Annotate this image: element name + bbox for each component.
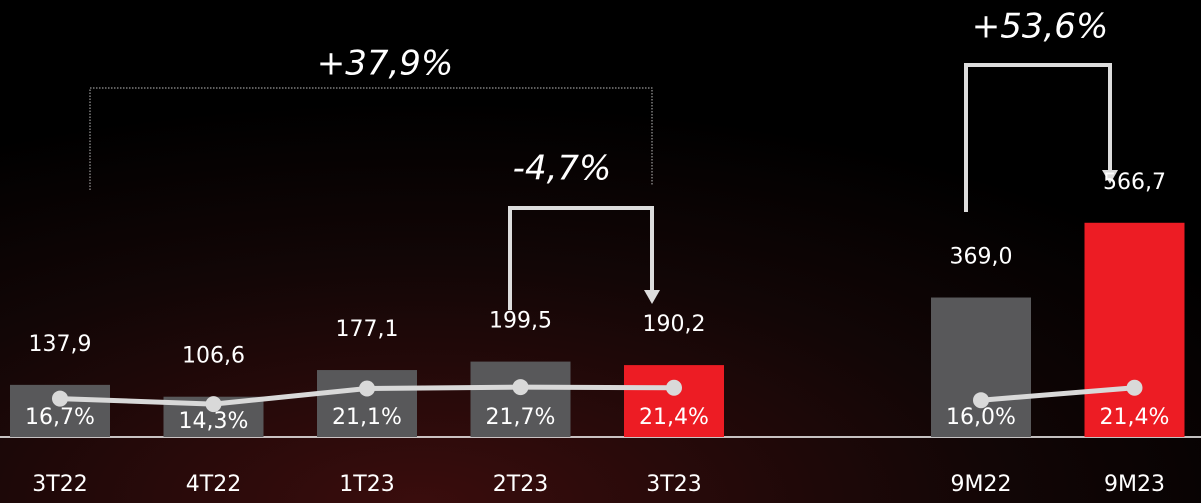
margin-label: 16,7% [25,405,95,430]
margin-dot [512,379,529,396]
bar [931,297,1031,437]
x-tick-label: 3T23 [646,472,701,497]
margin-dot [205,396,222,413]
value-label: 566,7 [1103,170,1166,195]
value-label: 190,2 [643,312,706,337]
value-label: 137,9 [29,332,92,357]
margin-label: 21,4% [1100,405,1170,430]
value-label: 177,1 [336,317,399,342]
bar [1084,222,1185,437]
margin-dot [666,379,682,396]
bracket [508,206,654,310]
value-label: 106,6 [182,344,245,369]
bar [470,361,571,437]
x-tick-label: 2T23 [493,472,548,497]
annotation: +37,9% [317,44,454,84]
x-tick-label: 4T22 [186,472,241,497]
x-tick-label: 9M22 [951,472,1012,497]
margin-dot [359,380,375,397]
margin-label: 21,4% [639,405,709,430]
bar [624,365,724,437]
value-label: 199,5 [489,309,552,334]
margin-label: 14,3% [179,409,249,434]
margin-dot [1126,379,1143,396]
x-tick-label: 1T23 [339,472,394,497]
x-tick-label: 3T22 [32,472,87,497]
margin-line [980,385,1135,403]
bracket [89,87,653,190]
arrow-head [644,290,660,304]
value-label: 369,0 [950,245,1013,270]
annotation: -4,7% [513,149,612,189]
annotation: +53,6% [972,7,1109,47]
margin-label: 21,1% [332,405,402,430]
margin-dot [52,390,68,407]
arrow-head [1102,170,1118,184]
margin-label: 21,7% [486,405,556,430]
bracket [964,63,1112,212]
margin-label: 16,0% [946,405,1016,430]
x-tick-label: 9M23 [1104,472,1165,497]
margin-dot [973,392,989,409]
